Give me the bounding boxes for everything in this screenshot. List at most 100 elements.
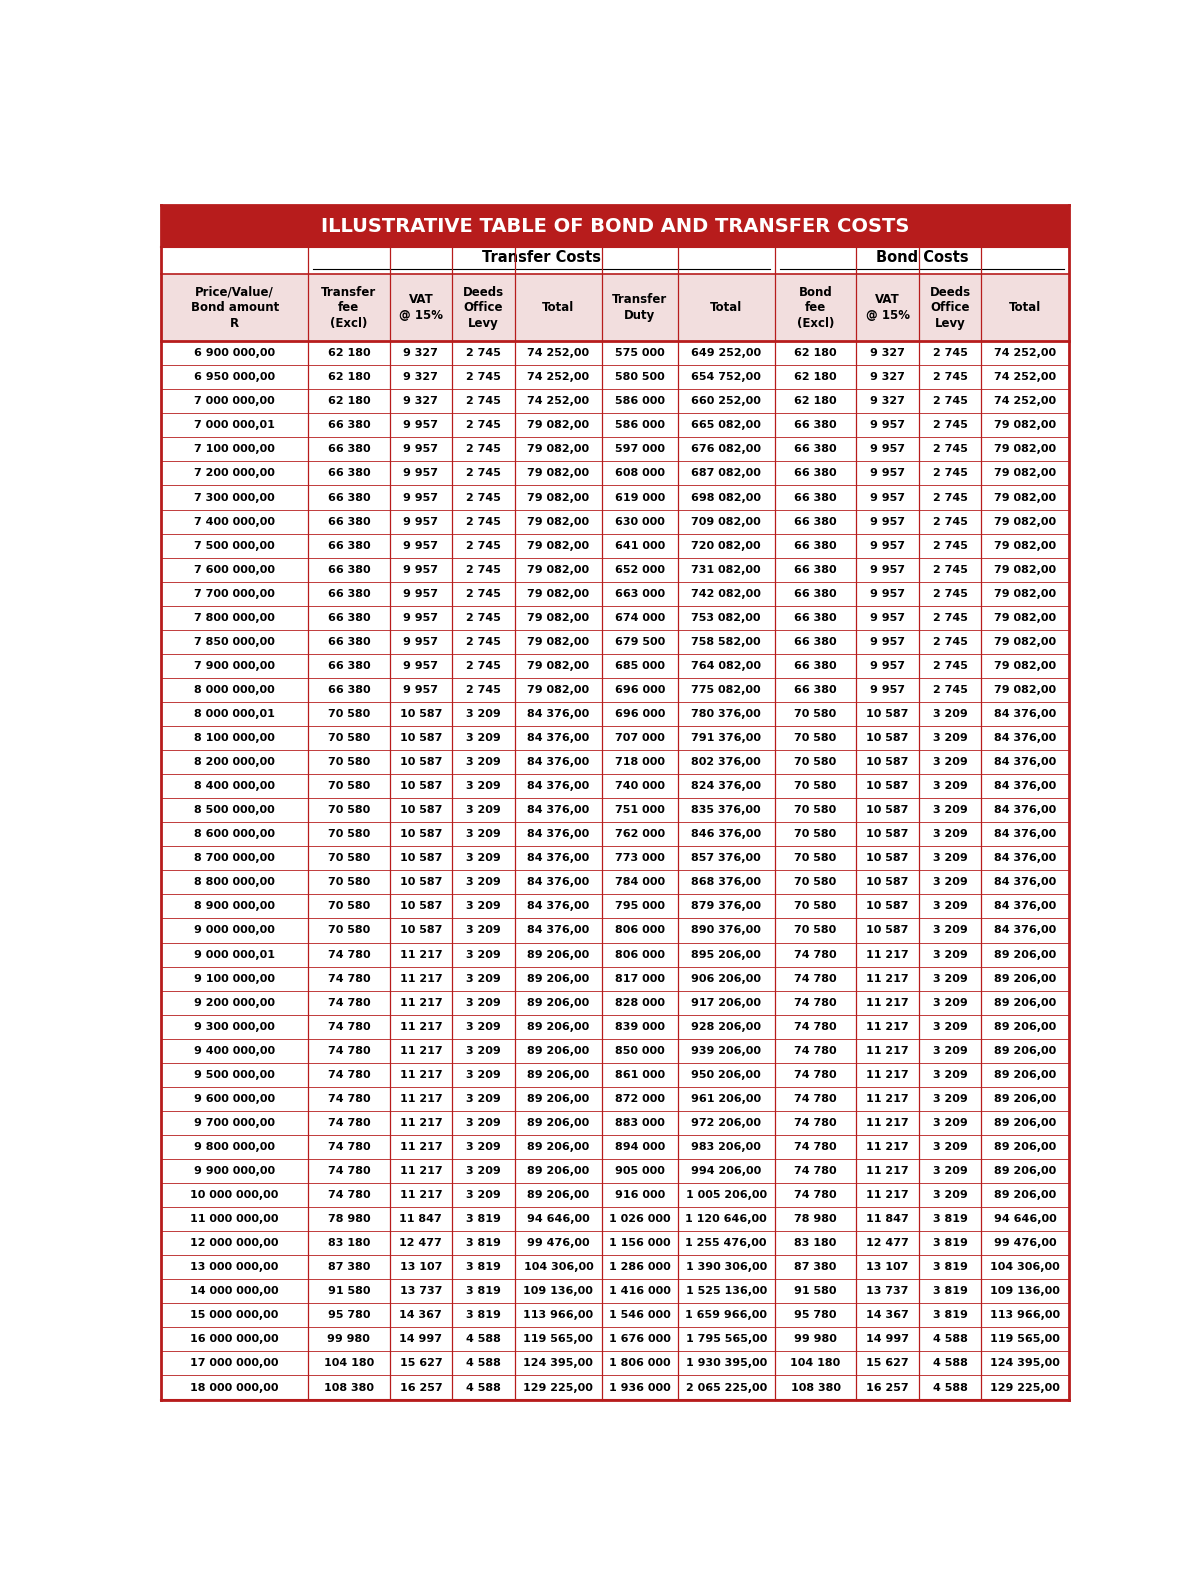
Bar [161,342,1069,365]
Text: 11 217: 11 217 [400,974,442,984]
Text: 89 206,00: 89 206,00 [527,1069,589,1081]
Text: 3 209: 3 209 [932,877,967,887]
Text: 70 580: 70 580 [328,806,370,815]
Text: 905 000: 905 000 [614,1166,665,1176]
Text: 10 587: 10 587 [866,853,908,863]
Text: 104 180: 104 180 [791,1359,841,1368]
Text: 66 380: 66 380 [794,590,836,599]
Text: 2 745: 2 745 [466,348,500,358]
Text: 780 376,00: 780 376,00 [691,709,761,718]
Text: 83 180: 83 180 [794,1238,836,1249]
Bar [161,365,1069,389]
Text: 9 957: 9 957 [403,493,438,502]
Text: 74 252,00: 74 252,00 [527,396,589,407]
Text: 1 930 395,00: 1 930 395,00 [685,1359,767,1368]
Text: 9 957: 9 957 [870,493,905,502]
Text: 84 376,00: 84 376,00 [527,782,589,791]
Text: 762 000: 762 000 [614,829,665,839]
Text: 66 380: 66 380 [794,613,836,623]
Bar [161,1087,1069,1111]
Text: 7 200 000,00: 7 200 000,00 [194,469,275,478]
Text: 94 646,00: 94 646,00 [994,1214,1056,1224]
Text: 8 200 000,00: 8 200 000,00 [194,756,275,767]
Text: Price/Value/
Bond amount
R: Price/Value/ Bond amount R [191,286,278,329]
Text: 11 217: 11 217 [400,1046,442,1055]
Text: 4 588: 4 588 [466,1335,500,1344]
Text: 3 819: 3 819 [932,1214,967,1224]
Text: 87 380: 87 380 [328,1262,370,1273]
Text: 698 082,00: 698 082,00 [691,493,761,502]
Text: 3 209: 3 209 [932,806,967,815]
Text: 2 745: 2 745 [932,516,967,526]
Text: 9 957: 9 957 [403,445,438,454]
Text: 16 257: 16 257 [400,1382,442,1392]
Text: 2 745: 2 745 [932,661,967,671]
Text: 70 580: 70 580 [794,733,836,744]
Text: 119 565,00: 119 565,00 [523,1335,593,1344]
Text: 12 477: 12 477 [866,1238,908,1249]
Text: 66 380: 66 380 [328,469,370,478]
Bar [161,871,1069,895]
Text: 66 380: 66 380 [794,493,836,502]
Text: 6 950 000,00: 6 950 000,00 [194,372,275,383]
Text: 3 209: 3 209 [932,1069,967,1081]
Text: 74 780: 74 780 [794,1119,836,1128]
Text: 74 780: 74 780 [794,1022,836,1031]
Text: 16 257: 16 257 [866,1382,908,1392]
Text: 74 780: 74 780 [794,1069,836,1081]
Text: 70 580: 70 580 [328,901,370,912]
Text: 89 206,00: 89 206,00 [994,1093,1056,1104]
Text: 9 600 000,00: 9 600 000,00 [194,1093,275,1104]
Text: 78 980: 78 980 [794,1214,836,1224]
Text: 11 217: 11 217 [866,1022,908,1031]
Text: 91 580: 91 580 [794,1286,836,1297]
Text: 14 997: 14 997 [400,1335,443,1344]
Text: 62 180: 62 180 [794,372,836,383]
Text: 89 206,00: 89 206,00 [527,974,589,984]
Bar [161,847,1069,871]
Text: 89 206,00: 89 206,00 [994,1119,1056,1128]
Text: 9 700 000,00: 9 700 000,00 [194,1119,275,1128]
Text: 12 000 000,00: 12 000 000,00 [191,1238,278,1249]
Text: 2 745: 2 745 [466,396,500,407]
Text: 10 587: 10 587 [400,806,442,815]
Text: 13 107: 13 107 [866,1262,908,1273]
Text: 84 376,00: 84 376,00 [994,782,1056,791]
Text: 79 082,00: 79 082,00 [527,661,589,671]
Text: 2 745: 2 745 [932,348,967,358]
Text: 2 745: 2 745 [932,613,967,623]
Text: 1 156 000: 1 156 000 [610,1238,671,1249]
Text: 9 957: 9 957 [870,613,905,623]
Text: 11 217: 11 217 [866,998,908,1007]
Text: 10 587: 10 587 [866,925,908,936]
Text: 9 957: 9 957 [403,564,438,575]
Text: 3 819: 3 819 [932,1262,967,1273]
Text: 8 400 000,00: 8 400 000,00 [194,782,275,791]
Text: 89 206,00: 89 206,00 [994,1166,1056,1176]
Text: 2 745: 2 745 [466,540,500,551]
Text: 839 000: 839 000 [614,1022,665,1031]
Text: 74 252,00: 74 252,00 [994,372,1056,383]
Bar [161,1351,1069,1376]
Text: 709 082,00: 709 082,00 [691,516,761,526]
Text: 8 100 000,00: 8 100 000,00 [194,733,275,744]
Text: 70 580: 70 580 [328,782,370,791]
Text: 1 546 000: 1 546 000 [608,1311,671,1320]
Text: 74 252,00: 74 252,00 [527,348,589,358]
Bar [161,1184,1069,1208]
Text: 1 255 476,00: 1 255 476,00 [685,1238,767,1249]
Text: 883 000: 883 000 [614,1119,665,1128]
Text: 70 580: 70 580 [794,877,836,887]
Text: 89 206,00: 89 206,00 [527,1190,589,1200]
Text: 720 082,00: 720 082,00 [691,540,761,551]
Text: 3 209: 3 209 [932,756,967,767]
Text: 74 780: 74 780 [794,1190,836,1200]
Text: 3 209: 3 209 [466,901,500,912]
Text: 707 000: 707 000 [614,733,665,744]
Text: 84 376,00: 84 376,00 [527,756,589,767]
Text: 84 376,00: 84 376,00 [994,806,1056,815]
Bar [161,605,1069,629]
Text: 70 580: 70 580 [328,733,370,744]
Text: 1 416 000: 1 416 000 [608,1286,671,1297]
Text: 586 000: 586 000 [614,421,665,431]
